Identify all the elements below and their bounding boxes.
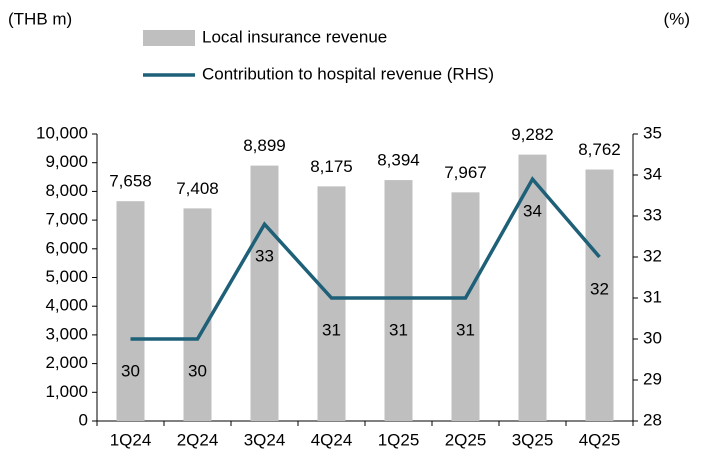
y-tick-label: 5,000: [45, 267, 88, 286]
y-tick-label: 4,000: [45, 296, 88, 315]
y-tick-label: 2,000: [45, 353, 88, 372]
y-tick-label: 9,000: [45, 152, 88, 171]
y2-tick-label: 29: [643, 369, 662, 388]
line-value-label: 33: [255, 247, 274, 266]
x-tick-label: 1Q24: [110, 430, 152, 449]
bar: [451, 192, 480, 421]
bar-value-label: 7,967: [444, 163, 487, 182]
x-tick-label: 4Q24: [311, 430, 353, 449]
bar-value-label: 7,658: [109, 172, 152, 191]
line-value-label: 31: [389, 320, 408, 339]
line-value-label: 30: [188, 361, 207, 380]
bar-value-label: 9,282: [511, 125, 554, 144]
line-value-label: 32: [590, 279, 609, 298]
y2-axis-label: (%): [664, 9, 690, 28]
legend-label: Local insurance revenue: [202, 27, 387, 46]
line-value-label: 30: [121, 361, 140, 380]
bar-value-label: 8,175: [310, 157, 353, 176]
y2-tick-label: 34: [643, 164, 662, 183]
y2-tick-label: 35: [643, 123, 662, 142]
bar-value-label: 7,408: [176, 179, 219, 198]
bar: [116, 201, 145, 421]
line-value-label: 34: [523, 202, 542, 221]
bar-value-label: 8,394: [377, 151, 420, 170]
bar-value-label: 8,762: [578, 140, 621, 159]
y2-tick-label: 33: [643, 205, 662, 224]
x-tick-label: 2Q25: [445, 430, 487, 449]
y-tick-label: 3,000: [45, 324, 88, 343]
x-tick-label: 1Q25: [378, 430, 420, 449]
y-tick-label: 7,000: [45, 210, 88, 229]
y2-tick-label: 30: [643, 328, 662, 347]
y2-tick-label: 31: [643, 287, 662, 306]
line-value-label: 31: [322, 320, 341, 339]
y-axis-label: (THB m): [8, 9, 72, 28]
y-tick-label: 1,000: [45, 382, 88, 401]
bar: [585, 169, 614, 421]
line-value-label: 31: [456, 320, 475, 339]
legend-label: Contribution to hospital revenue (RHS): [202, 64, 494, 83]
y2-tick-label: 28: [643, 410, 662, 429]
bar: [317, 186, 346, 421]
y-tick-label: 8,000: [45, 181, 88, 200]
y-tick-label: 10,000: [36, 123, 88, 142]
x-tick-label: 4Q25: [579, 430, 621, 449]
bar: [183, 208, 212, 421]
x-tick-label: 2Q24: [177, 430, 219, 449]
x-tick-label: 3Q25: [512, 430, 554, 449]
x-tick-label: 3Q24: [244, 430, 286, 449]
legend-swatch: [143, 30, 195, 46]
bar-value-label: 8,899: [243, 136, 286, 155]
y-tick-label: 0: [79, 410, 88, 429]
y-tick-label: 6,000: [45, 238, 88, 257]
bar: [384, 180, 413, 421]
bar: [250, 165, 279, 421]
y2-tick-label: 32: [643, 246, 662, 265]
line: [130, 176, 601, 341]
